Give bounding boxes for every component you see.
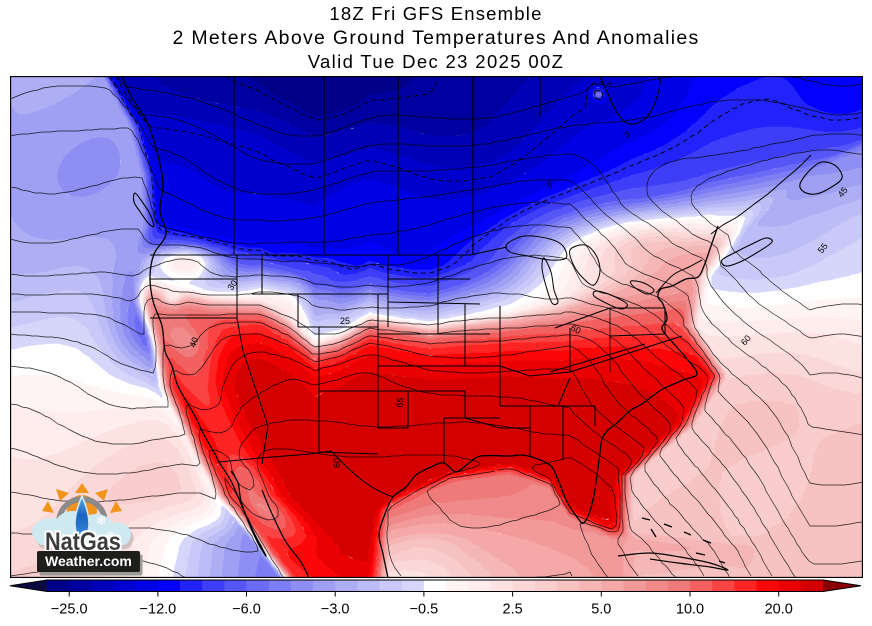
svg-text:2.5: 2.5 <box>503 602 523 618</box>
svg-text:60: 60 <box>569 323 582 336</box>
svg-text:20.0: 20.0 <box>765 602 793 618</box>
svg-text:5: 5 <box>546 179 553 190</box>
svg-text:65: 65 <box>394 397 406 409</box>
svg-text:−25.0: −25.0 <box>51 602 88 618</box>
svg-text:−0.5: −0.5 <box>410 602 439 618</box>
svg-text:25: 25 <box>340 316 350 326</box>
svg-text:❄: ❄ <box>106 530 114 541</box>
svg-text:5: 5 <box>623 129 631 140</box>
svg-text:5.0: 5.0 <box>591 602 611 618</box>
svg-text:−3.0: −3.0 <box>321 602 350 618</box>
svg-text:40: 40 <box>187 336 200 349</box>
svg-text:−6.0: −6.0 <box>232 602 261 618</box>
svg-text:60: 60 <box>332 458 342 468</box>
svg-text:55: 55 <box>816 241 830 255</box>
svg-text:10.0: 10.0 <box>676 602 704 618</box>
svg-text:❄: ❄ <box>96 513 107 528</box>
svg-text:−12.0: −12.0 <box>140 602 177 618</box>
svg-text:60: 60 <box>739 333 753 347</box>
svg-text:30: 30 <box>225 278 239 292</box>
svg-text:45: 45 <box>836 185 850 199</box>
